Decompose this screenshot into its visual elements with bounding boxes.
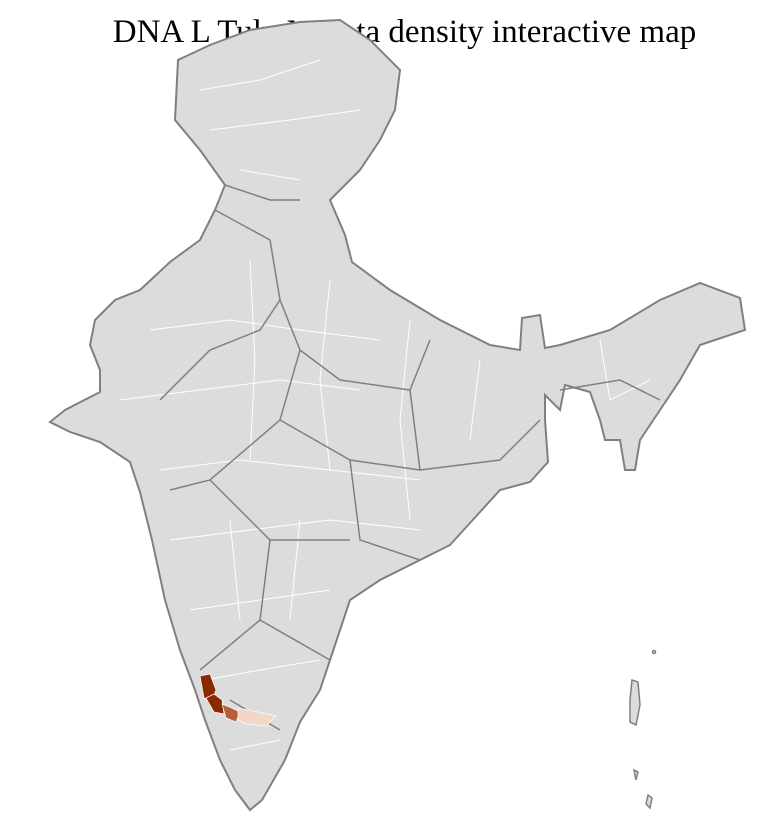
highlighted-districts[interactable] (199, 673, 277, 727)
district-borders (119, 59, 651, 751)
india-outline[interactable] (48, 18, 747, 812)
andaman-islands[interactable] (629, 649, 657, 810)
district-density-low (237, 707, 277, 727)
